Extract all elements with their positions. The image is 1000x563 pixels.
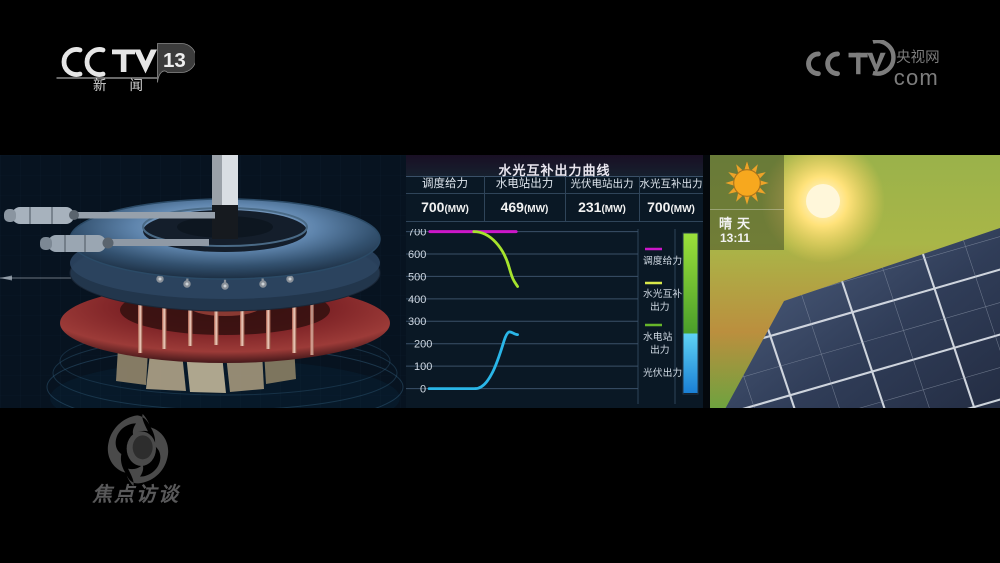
svg-text:光伏出力: 光伏出力 [643, 366, 682, 379]
svg-text:200: 200 [414, 339, 432, 351]
svg-text:调度给力: 调度给力 [643, 254, 682, 267]
svg-text:13: 13 [163, 49, 186, 72]
svg-text:出力: 出力 [650, 300, 670, 313]
svg-text:500: 500 [408, 271, 426, 283]
svg-text:700: 700 [408, 229, 426, 239]
svg-text:com: com [894, 65, 939, 90]
svg-text:300: 300 [408, 316, 426, 328]
svg-text:600: 600 [408, 249, 426, 261]
svg-text:新闻: 新闻 [93, 78, 166, 93]
svg-text:400: 400 [408, 294, 426, 306]
svg-text:100: 100 [414, 361, 432, 373]
svg-text:0: 0 [420, 384, 426, 396]
svg-text:水光互补: 水光互补 [643, 287, 682, 300]
svg-text:出力: 出力 [650, 343, 670, 356]
svg-text:央视网: 央视网 [896, 49, 940, 66]
svg-text:水电站: 水电站 [643, 330, 673, 343]
